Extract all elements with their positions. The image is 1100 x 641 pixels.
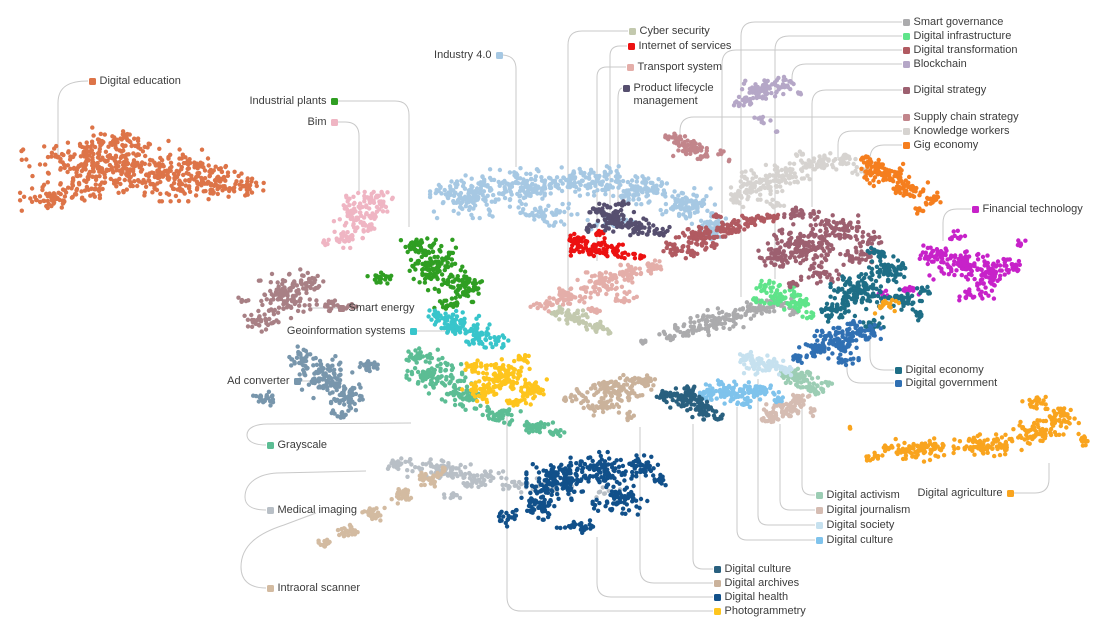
cluster-points-digital-transformation	[661, 212, 781, 261]
leader-line-supply-chain-strategy	[679, 116, 902, 134]
leader-line-industry-4-0	[502, 54, 517, 167]
leader-line-digital-transformation	[721, 49, 902, 213]
leader-line-photogrammetry	[506, 412, 713, 612]
leader-line-smart-governance	[740, 21, 902, 297]
cluster-points-gig-economy	[859, 154, 943, 216]
cluster-points-cyber-security	[549, 304, 613, 336]
cluster-points-ad-converter	[251, 344, 380, 420]
cluster-points-smart-governance	[639, 295, 801, 346]
cluster-points-product-lifecycle-management	[584, 199, 672, 238]
leader-line-medical-imaging	[244, 470, 367, 511]
cluster-points-digital-government	[791, 318, 883, 368]
cluster-points-digital-strategy	[756, 205, 884, 290]
leader-line-cyber-security	[567, 30, 628, 306]
cluster-points-digital-health	[496, 449, 668, 535]
cluster-points-intraoral-scanner	[316, 465, 447, 549]
leader-line-product-lifecycle-management	[617, 87, 623, 203]
leader-line-gig-economy	[869, 144, 902, 163]
cluster-points-knowledge-workers	[728, 149, 870, 210]
leader-line-intraoral-scanner	[240, 512, 317, 589]
leader-line-grayscale	[246, 422, 412, 446]
leader-line-industrial-plants	[338, 100, 410, 227]
leader-line-digital-society	[757, 379, 815, 526]
leader-line-knowledge-workers	[837, 130, 902, 158]
cluster-points-industry-4-0	[427, 164, 729, 242]
leader-line-digital-archives	[639, 427, 713, 584]
leader-line-digital-activism	[801, 396, 815, 496]
cluster-points-digital-society	[737, 349, 794, 378]
cluster-points-geoinformation-systems	[426, 308, 511, 350]
leader-line-digital-journalism	[779, 424, 815, 511]
cluster-points-digital-culture-light	[697, 378, 785, 410]
cluster-points-grayscale	[404, 346, 567, 439]
cluster-points-industrial-plants	[365, 236, 485, 311]
cluster-points-smart-energy	[236, 267, 359, 334]
leader-line-blockchain	[791, 63, 902, 84]
leader-line-digital-health	[596, 537, 713, 598]
cluster-points-digital-activism	[778, 365, 835, 397]
cluster-points-supply-chain-strategy	[663, 131, 732, 164]
cluster-points-digital-agriculture	[847, 297, 1090, 464]
leader-line-digital-culture-light	[736, 407, 815, 541]
cluster-points-internet-of-services	[567, 228, 647, 261]
cluster-points-photogrammetry	[459, 353, 549, 408]
cluster-points-digital-culture-dark	[654, 384, 725, 422]
leader-line-bim	[338, 121, 360, 193]
cluster-points-digital-education	[17, 125, 266, 213]
leader-line-financial-technology	[942, 208, 971, 241]
leader-line-digital-education	[57, 80, 89, 158]
cluster-points-transport-system	[528, 258, 664, 315]
leader-line-digital-culture-dark	[692, 424, 713, 570]
leader-lines	[57, 21, 1050, 612]
cluster-points-digital-infrastructure	[751, 278, 816, 321]
leader-line-digital-strategy	[811, 89, 902, 207]
cluster-points-digital-journalism	[759, 392, 817, 425]
leader-line-internet-of-services	[609, 45, 627, 231]
cluster-points-blockchain	[731, 74, 804, 134]
cluster-points-bim	[321, 189, 395, 251]
leader-line-digital-economy	[869, 333, 894, 371]
cluster-points-digital-archives	[561, 372, 658, 423]
leader-line-transport-system	[596, 66, 626, 261]
leader-line-digital-agriculture	[1014, 463, 1050, 494]
leader-line-digital-government	[846, 362, 894, 384]
